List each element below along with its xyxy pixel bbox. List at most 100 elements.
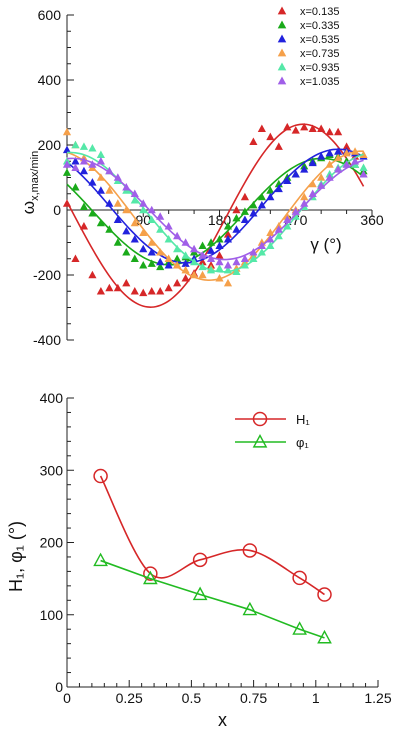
legend-label: x=0.135 [300,6,339,18]
data-point [232,213,241,222]
legend-label: x=0.535 [300,34,339,46]
data-point [147,247,156,256]
data-point [317,181,326,189]
data-point [164,254,173,262]
data-point [291,126,300,134]
data-point [96,286,105,295]
data-point [308,189,317,197]
data-point [113,173,122,181]
data-point [93,468,108,484]
data-point [113,238,122,246]
data-point [242,601,258,616]
fit-curve [66,123,365,308]
data-point [206,265,216,274]
series-0 [93,468,332,602]
data-point [274,184,283,193]
data-point [266,192,275,201]
data-point [215,241,224,249]
data-point [257,192,266,201]
data-point [257,247,266,256]
x-tick-label: 1.25 [364,690,391,706]
data-point [173,244,182,253]
data-point [317,173,326,181]
data-point [173,231,182,240]
legend-marker [252,411,268,427]
data-point [156,262,165,271]
y-tick-label: 400 [40,390,64,406]
series-line [99,475,325,596]
data-point [71,254,80,262]
data-point [198,257,207,266]
data-point [249,200,258,209]
x-tick-label: 0 [63,690,71,706]
data-point [300,165,309,173]
y-tick-label: 600 [38,7,62,23]
data-point [113,283,122,292]
data-point [232,205,241,214]
legend-label: x=0.935 [300,62,339,74]
data-point [71,156,80,165]
x-axis-label: γ (°) [310,235,341,254]
data-point [122,247,131,256]
data-point [257,241,266,249]
data-point [325,127,334,136]
data-point [147,215,156,223]
data-point [249,247,258,256]
y-tick-label: 300 [40,462,64,478]
data-point [122,205,131,214]
data-point [300,192,309,201]
data-point [96,186,105,194]
data-point [173,254,182,262]
fit-curve [66,157,365,266]
data-point [62,160,72,168]
data-point [139,260,148,269]
data-point [350,147,360,155]
data-point [198,251,207,259]
data-point [79,166,89,175]
data-point [88,208,97,217]
data-point [266,132,275,141]
data-point [130,189,139,197]
x-tick-label: 360 [360,212,384,228]
data-point [308,124,317,132]
data-point [139,288,148,297]
data-point [79,142,89,150]
legend-label: x=0.335 [300,20,339,32]
legend: x=0.135 x=0.335 x=0.535 x=0.735 x=0.935 x=1.0… [277,6,339,88]
data-point [147,238,156,246]
data-point [79,156,89,165]
y-tick-label: -200 [33,267,61,283]
data-point [147,286,156,295]
data-point [291,207,300,215]
data-point [325,160,334,168]
data-point [105,199,114,207]
data-point [164,260,173,269]
data-point [105,166,114,175]
data-point [249,208,258,217]
data-point [156,257,165,266]
y-tick-label: 200 [38,137,62,153]
data-point [240,192,250,201]
data-point [181,265,190,274]
data-point [215,234,224,243]
data-point [242,543,258,558]
fit-curve [66,150,364,281]
data-point [192,552,208,568]
data-point [266,186,275,194]
data-point [325,148,334,157]
legend-label: H₁ [296,412,310,427]
data-point [181,259,190,267]
y-tick-label: 0 [53,202,61,218]
bottom-chart: 0 100 200 300 400 0 0.25 0.5 0.75 1 1.25 x H₁, φ₁ (°… [6,390,392,730]
data-point [249,137,258,145]
data-point [240,215,250,223]
data-point [113,215,122,223]
data-point [88,270,97,279]
y-tick-label: -400 [33,332,61,348]
data-point [317,587,332,602]
data-point [96,218,105,227]
data-point [215,257,224,266]
data-point [206,238,216,246]
x-tick-label: 1 [312,690,320,706]
